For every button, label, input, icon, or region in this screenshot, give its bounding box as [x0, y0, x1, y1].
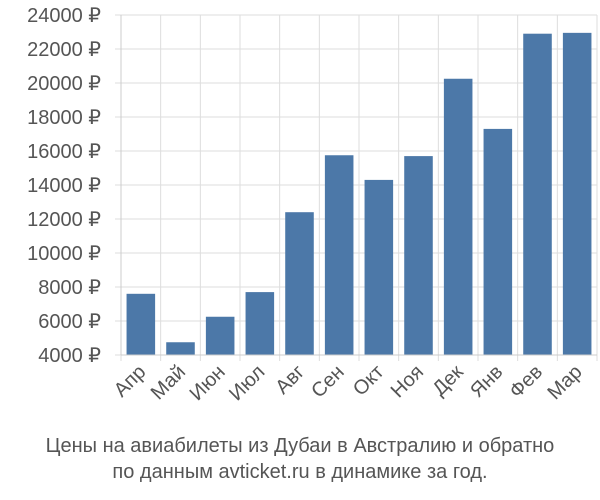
bar-Июн — [205, 316, 235, 355]
x-tick-label: Авг — [271, 361, 309, 399]
chart-caption-line1: Цены на авиабилеты из Дубаи в Австралию … — [45, 435, 555, 457]
x-tick-label: Фев — [505, 361, 547, 403]
y-tick-label: 18000 ₽ — [27, 107, 101, 129]
bar-Апр — [126, 293, 156, 355]
axes — [120, 15, 597, 356]
bar-Июл — [245, 292, 275, 355]
x-tick-label: Сен — [307, 361, 348, 402]
chart-caption-line2: по данным avticket.ru в динамике за год. — [112, 461, 488, 483]
y-tick-label: 22000 ₽ — [27, 39, 101, 61]
x-tick-label: Июл — [225, 361, 269, 405]
y-tick-label: 24000 ₽ — [27, 5, 101, 27]
y-tick-label: 20000 ₽ — [27, 73, 101, 95]
x-tick-label: Май — [147, 361, 190, 404]
bar-Авг — [285, 212, 314, 355]
y-tick-labels: 4000 ₽ 6000 ₽ 8000 ₽ 10000 ₽ 12000 ₽ 14000 ₽ 1… — [27, 5, 101, 367]
y-tick-label: 12000 ₽ — [27, 209, 101, 231]
y-tick-label: 10000 ₽ — [27, 243, 101, 265]
x-tick-label: Июн — [186, 361, 230, 405]
price-bar-chart: 4000 ₽ 6000 ₽ 8000 ₽ 10000 ₽ 12000 ₽ 14000 ₽ 1… — [27, 5, 598, 405]
y-tick-label: 8000 ₽ — [38, 277, 101, 299]
y-tick-label: 6000 ₽ — [38, 311, 101, 333]
x-tick-label: Окт — [349, 361, 388, 400]
bar-Янв — [483, 128, 513, 355]
x-tick-label: Апр — [110, 361, 151, 402]
bar-Май — [166, 342, 195, 355]
bars — [126, 32, 592, 355]
bar-Сен — [324, 155, 354, 355]
x-tick-label: Дек — [429, 361, 468, 400]
x-tick-label: Мар — [543, 361, 586, 404]
y-tick-label: 4000 ₽ — [38, 345, 101, 367]
x-tick-label: Ноя — [387, 361, 428, 402]
y-tick-label: 14000 ₽ — [27, 175, 101, 197]
x-tick-label: Янв — [466, 361, 507, 402]
bar-Дек — [443, 78, 473, 355]
bar-Фев — [523, 33, 552, 355]
y-tick-label: 16000 ₽ — [27, 141, 101, 163]
bar-Ноя — [404, 156, 433, 355]
bar-Мар — [562, 32, 592, 355]
bar-Окт — [364, 179, 394, 355]
